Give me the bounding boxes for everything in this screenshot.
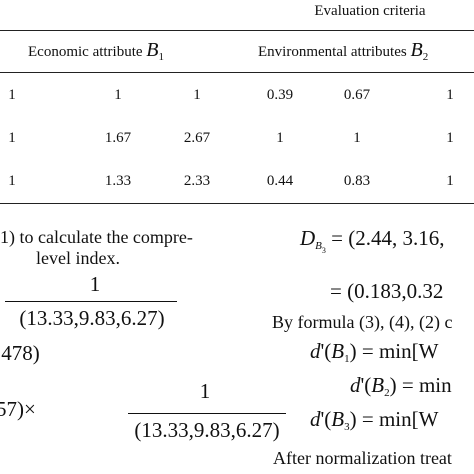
variable: B: [371, 373, 385, 397]
equation: d'(B1) = min[W: [310, 341, 438, 365]
header-label: Environmental attributes: [258, 44, 407, 60]
header-symbol: B: [146, 39, 159, 61]
header-subscript: 2: [422, 51, 429, 63]
subscript: 1: [344, 353, 350, 365]
table-cell: 1: [446, 173, 454, 189]
column-header: Environmental attributes B2: [258, 40, 428, 63]
table-cell: 1: [193, 87, 201, 103]
header-symbol: B: [410, 39, 423, 61]
table-cell: 0.83: [343, 173, 371, 189]
equation: .478): [0, 341, 40, 365]
fraction-bar: [128, 413, 286, 414]
subscript: 3: [344, 421, 350, 433]
subscript: 2: [384, 387, 390, 399]
rule: [0, 203, 474, 204]
table-cell: 1: [446, 130, 454, 146]
expression: = (2.44, 3.16,: [331, 226, 445, 250]
header-label: Economic attribute: [28, 44, 143, 60]
numerator: 1: [89, 272, 101, 296]
text-line: 1) to calculate the compre-: [0, 227, 193, 247]
table-cell: 2.67: [183, 130, 211, 146]
denominator: (13.33,9.83,6.27): [134, 418, 280, 442]
table-cell: 1.67: [104, 130, 132, 146]
header-subscript: 1: [158, 51, 165, 63]
equation: d'(B2) = min: [350, 375, 452, 399]
column-header: Economic attribute B1: [28, 40, 164, 63]
subscript: B: [315, 240, 322, 252]
group-header: Evaluation criteria: [314, 3, 426, 19]
text-line: After normalization treat: [273, 448, 452, 468]
fraction-bar: [5, 301, 177, 302]
expression: ) = min[W: [349, 339, 439, 363]
equation: = (0.183,0.32: [330, 279, 444, 303]
variable: B: [331, 407, 345, 431]
rule: [0, 30, 474, 31]
table-cell: 2.33: [183, 173, 211, 189]
punctuation: '(: [360, 373, 372, 397]
symbol: d: [310, 407, 321, 431]
symbol: d: [310, 339, 321, 363]
table-cell: 1: [8, 173, 16, 189]
table-cell: 1: [446, 87, 454, 103]
subscript: 3: [321, 246, 326, 255]
symbol: D: [300, 226, 316, 250]
symbol: d: [350, 373, 361, 397]
table-cell: 0.44: [266, 173, 294, 189]
table-cell: 0.39: [266, 87, 294, 103]
expression: ) = min[W: [349, 407, 439, 431]
table-cell: 1.33: [104, 173, 132, 189]
text-line: By formula (3), (4), (2) c: [272, 312, 453, 332]
punctuation: '(: [320, 339, 332, 363]
numerator: 1: [199, 379, 211, 403]
denominator: (13.33,9.83,6.27): [19, 306, 165, 330]
punctuation: '(: [320, 407, 332, 431]
variable: B: [331, 339, 345, 363]
table-cell: 1: [353, 130, 361, 146]
text-line: level index.: [36, 248, 120, 268]
table-cell: 0.67: [343, 87, 371, 103]
equation: 57)×: [0, 397, 36, 421]
table-cell: 1: [8, 87, 16, 103]
table-cell: 1: [114, 87, 122, 103]
rule: [0, 72, 474, 73]
table-cell: 1: [8, 130, 16, 146]
equation: DB3 = (2.44, 3.16,: [300, 228, 445, 255]
equation: d'(B3) = min[W: [310, 409, 438, 433]
table-cell: 1: [276, 130, 284, 146]
expression: ) = min: [389, 373, 452, 397]
